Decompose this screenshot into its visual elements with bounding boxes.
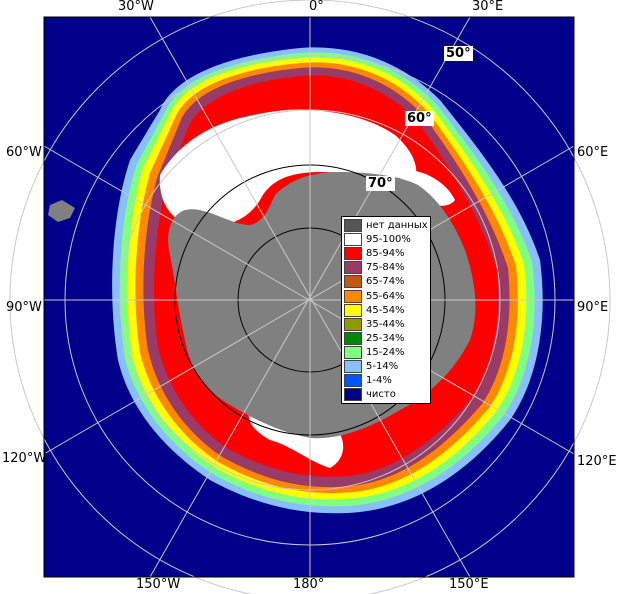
legend-label: 85-94% (366, 248, 405, 260)
legend-swatch (344, 289, 362, 303)
legend-item: 1-4% (344, 374, 428, 388)
lon-label-90e: 90°E (577, 300, 609, 315)
legend-swatch (344, 317, 362, 331)
legend-swatch (344, 275, 362, 289)
lon-label-180: 180° (293, 577, 325, 592)
legend-item: нет данных (344, 219, 428, 232)
meridian-60e-120w (43, 145, 575, 455)
legend-label: 1-4% (366, 375, 392, 387)
legend-item: 5-14% (344, 360, 428, 373)
lon-label-120e: 120°E (577, 454, 617, 469)
legend-label: нет данных (366, 220, 428, 231)
lon-label-150w: 150°W (136, 577, 181, 592)
lon-label-90w: 90°W (6, 300, 42, 315)
legend-item: 45-54% (344, 303, 428, 317)
legend-swatch (344, 261, 362, 275)
legend-label: 25-34% (366, 332, 405, 344)
legend-item: 25-34% (344, 331, 428, 345)
legend-label: 75-84% (366, 262, 405, 274)
lat-label-60: 60° (405, 111, 434, 126)
legend-item: 65-74% (344, 275, 428, 289)
legend-label: 65-74% (366, 276, 405, 288)
map-frame (43, 16, 575, 578)
legend-label: 95-100% (366, 234, 411, 246)
legend-label: 45-54% (366, 304, 405, 316)
legend-item: 75-84% (344, 261, 428, 275)
legend-label: 5-14% (366, 361, 399, 372)
legend-label: чисто (366, 389, 396, 401)
legend-swatch (344, 331, 362, 345)
legend-item: 85-94% (344, 247, 428, 261)
legend-label: 15-24% (366, 346, 405, 358)
ice-band-95-100 (159, 109, 417, 227)
legend-swatch (344, 219, 362, 232)
legend-item: 95-100% (344, 233, 428, 247)
legend-swatch (344, 345, 362, 359)
lon-label-60e: 60°E (577, 145, 609, 160)
legend-item: 35-44% (344, 317, 428, 331)
lon-label-30w: 30°W (118, 0, 154, 14)
legend-swatch (344, 374, 362, 388)
lon-label-0: 0° (309, 0, 324, 14)
legend-swatch (344, 233, 362, 247)
legend-item: чисто (344, 388, 428, 402)
lat-circle-40 (9, 0, 611, 594)
lon-label-150e: 150°E (449, 577, 489, 592)
lon-label-60w: 60°W (6, 145, 42, 160)
legend-item: 55-64% (344, 289, 428, 303)
south-america-tip (48, 200, 75, 222)
meridian-30e-150w (149, 16, 471, 578)
legend-swatch (344, 247, 362, 261)
legend-swatch (344, 360, 362, 373)
legend-item: 15-24% (344, 345, 428, 359)
lat-label-50: 50° (444, 46, 473, 61)
legend-label: 55-64% (366, 290, 405, 302)
lon-label-30e: 30°E (472, 0, 504, 14)
longitude-grid (43, 16, 575, 578)
legend-swatch (344, 303, 362, 317)
lat-label-70: 70° (366, 176, 395, 191)
concentration-legend: нет данных 95-100% 85-94% 75-84% 65-74% 55-64… (341, 216, 431, 404)
lon-label-120w: 120°W (2, 451, 47, 466)
legend-label: 35-44% (366, 318, 405, 330)
legend-swatch (344, 388, 362, 402)
